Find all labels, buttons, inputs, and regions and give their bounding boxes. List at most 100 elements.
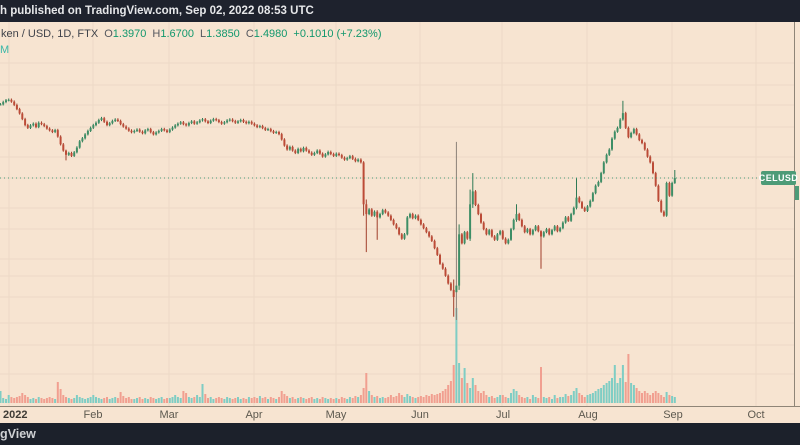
volume-bar <box>231 399 234 403</box>
candle-up <box>157 130 160 133</box>
volume-bar <box>657 393 660 403</box>
x-axis[interactable]: 2022 Feb Mar Apr May Jun Jul Aug Sep Oct <box>0 406 800 423</box>
volume-bar <box>316 398 319 403</box>
candle-down <box>283 139 286 146</box>
low-value: 1.3850 <box>206 28 240 40</box>
volume-bar <box>223 399 226 403</box>
volume-bar <box>212 399 215 403</box>
volume-bar <box>297 398 300 403</box>
candle-down <box>141 131 144 134</box>
volume-bar <box>43 399 46 403</box>
volume-bar <box>346 399 349 403</box>
volume-bar <box>526 397 529 403</box>
volume-bar <box>403 397 406 403</box>
candle-down <box>280 134 283 140</box>
candle-down <box>411 214 414 219</box>
volume-bar <box>531 395 534 403</box>
volume-bar <box>643 391 646 403</box>
candle-up <box>196 122 199 124</box>
symbol-price-badge[interactable]: CELUSD <box>758 171 799 185</box>
candle-up <box>469 204 472 239</box>
candle-up <box>357 159 360 162</box>
volume-bar <box>198 397 201 403</box>
volume-bar <box>523 398 526 403</box>
candle-down <box>441 263 444 269</box>
candle-up <box>29 125 32 128</box>
candle-down <box>540 231 542 237</box>
volume-bar <box>152 398 155 403</box>
volume-bar <box>340 397 343 403</box>
candle-down <box>318 150 321 154</box>
candle-up <box>379 214 381 218</box>
candle-up <box>335 153 338 156</box>
volume-bar <box>387 397 390 403</box>
volume-bar <box>54 399 57 403</box>
volume-bar <box>267 399 269 403</box>
volume-bar <box>2 398 5 403</box>
volume-bar <box>335 398 338 403</box>
candle-up <box>551 230 553 235</box>
volume-bar <box>414 398 417 403</box>
volume-bar <box>67 398 70 403</box>
candle-down <box>106 121 108 126</box>
candle-down <box>520 219 523 227</box>
volume-legend-fragment[interactable]: M <box>0 44 10 56</box>
candle-down <box>308 150 310 153</box>
volume-bar <box>425 395 428 403</box>
volume-bar <box>351 398 354 403</box>
open-label: O <box>104 28 113 40</box>
x-axis-year-label: 2022 <box>3 409 28 421</box>
volume-bar <box>463 368 466 403</box>
candle-down <box>662 211 665 216</box>
close-label: C <box>245 28 254 40</box>
candle-down <box>294 150 297 153</box>
candle-up <box>136 129 138 131</box>
publish-info-text: h published on TradingView.com, Sep 02, … <box>0 5 314 17</box>
volume-bar <box>100 399 103 403</box>
symbol-legend[interactable]: ken / USD, 1D, FTX O1.3970 H1.6700 L1.3850 C… <box>1 28 382 41</box>
volume-bar <box>237 397 239 403</box>
volume-bar <box>10 397 13 403</box>
candle-down <box>264 128 267 130</box>
volume-bar <box>111 398 114 403</box>
candle-down <box>351 156 354 159</box>
candle-down <box>529 229 532 235</box>
change-value: +0.1010 (+7.23%) <box>293 28 382 40</box>
volume-bar <box>343 398 346 403</box>
candle-up <box>553 226 556 231</box>
candle-down <box>400 234 403 239</box>
candle-up <box>179 122 182 124</box>
x-axis-month-label: Jul <box>495 409 511 421</box>
candle-down <box>376 211 379 218</box>
candle-down <box>329 152 332 155</box>
candle-down <box>638 134 641 141</box>
candle-down <box>493 236 496 240</box>
volume-bar <box>226 397 229 403</box>
volume-bar <box>368 391 371 403</box>
candle-up <box>605 154 608 163</box>
candle-down <box>62 144 65 151</box>
candle-down <box>51 130 54 132</box>
candle-down <box>166 130 168 132</box>
volume-bar <box>359 395 362 403</box>
volume-bar <box>641 393 643 403</box>
volume-bar <box>493 398 496 403</box>
volume-bar <box>441 391 444 403</box>
publish-info-bar: h published on TradingView.com, Sep 02, … <box>0 0 800 22</box>
candle-down <box>286 145 289 150</box>
open-value: 1.3970 <box>112 28 147 40</box>
candle-up <box>488 230 491 235</box>
volume-bar <box>291 397 294 403</box>
candle-down <box>217 120 220 122</box>
volume-bar <box>141 399 144 403</box>
volume-bar <box>529 399 532 403</box>
candle-down <box>624 113 627 128</box>
candle-up <box>665 183 668 216</box>
candle-up <box>512 219 515 230</box>
candle-down <box>384 210 387 213</box>
volume-bar <box>376 396 379 403</box>
candle-down <box>518 214 521 220</box>
candle-down <box>370 209 373 216</box>
symbol-name[interactable]: ken / USD, 1D, FTX <box>1 28 99 40</box>
